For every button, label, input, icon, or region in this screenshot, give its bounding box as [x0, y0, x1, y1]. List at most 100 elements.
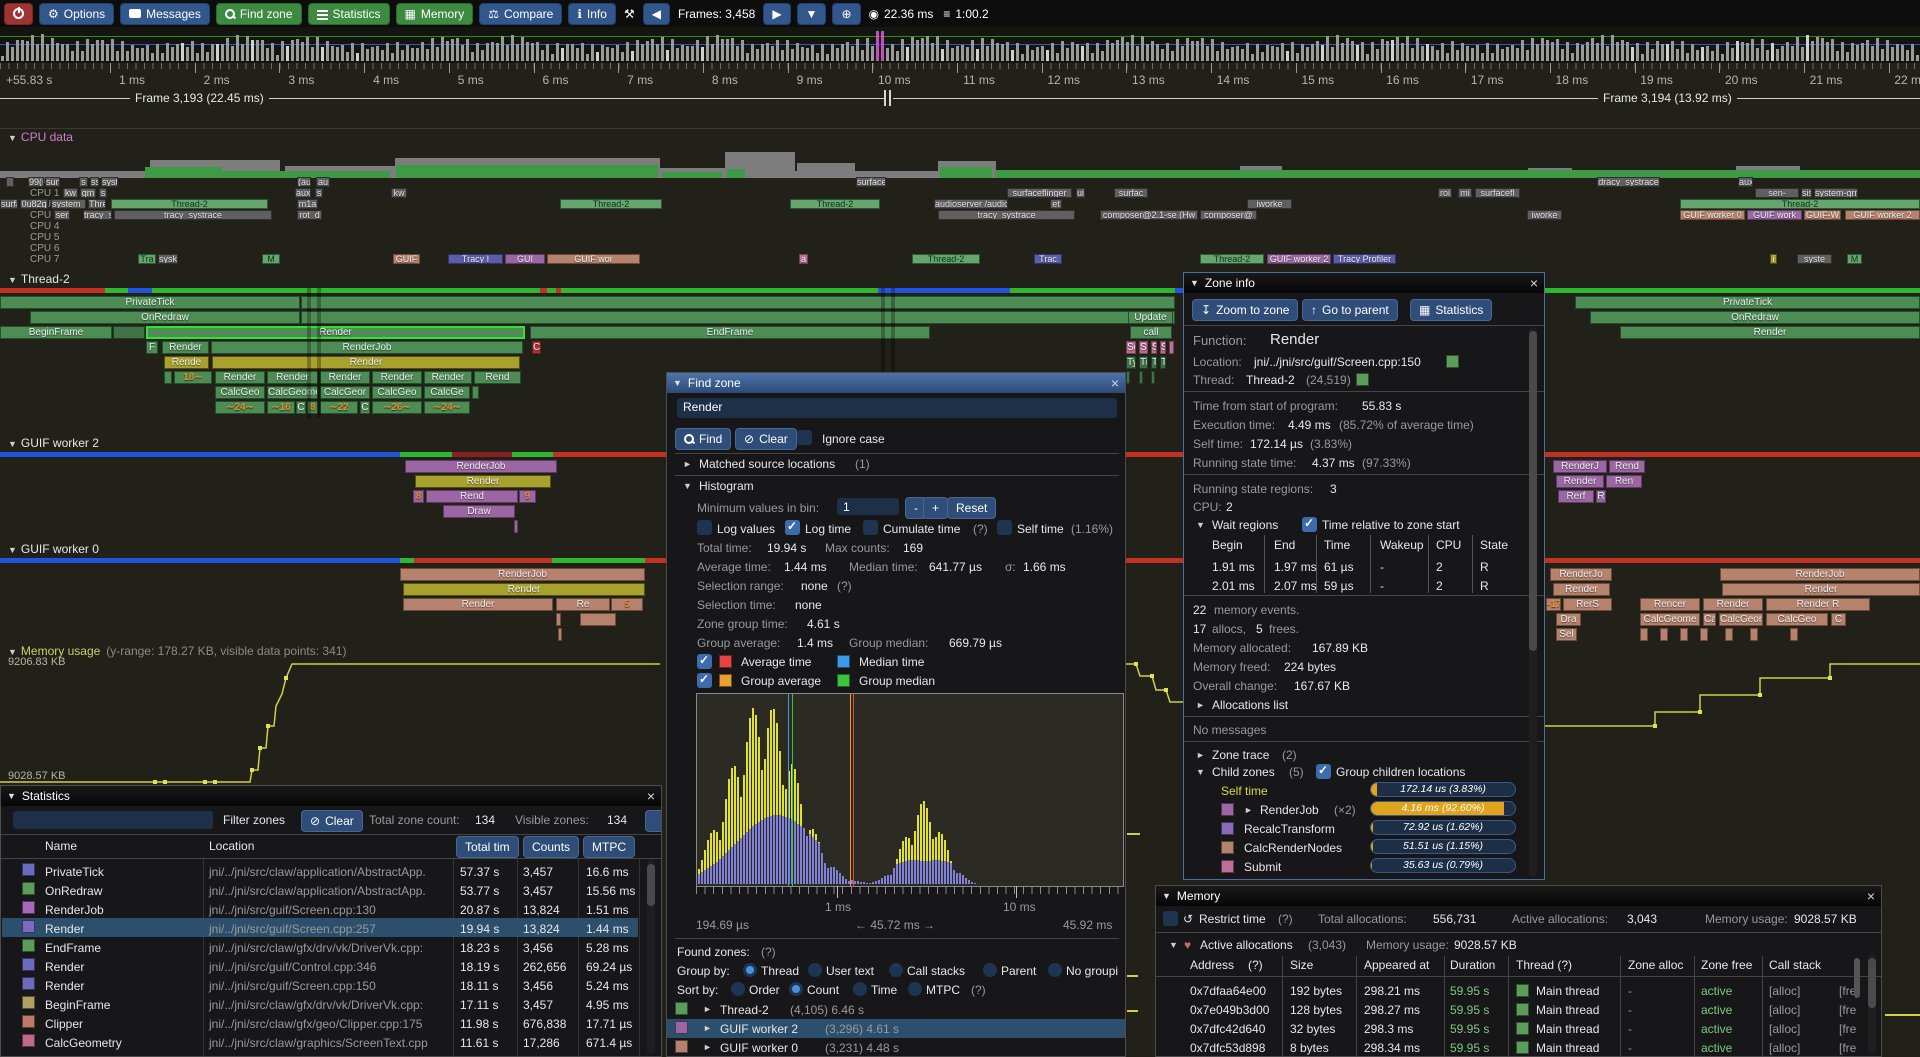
zone-unnamed[interactable] [1660, 628, 1668, 641]
frame-bar[interactable] [1916, 55, 1919, 61]
close-icon[interactable]: × [1110, 375, 1119, 391]
frame-bar[interactable] [166, 42, 169, 61]
zone-R[interactable]: R [1596, 490, 1606, 503]
log-values-checkbox[interactable] [697, 520, 712, 535]
zone-Rencer[interactable]: Rencer [1640, 598, 1700, 611]
frame-bar[interactable] [901, 39, 904, 61]
frame-bar[interactable] [1651, 49, 1654, 61]
group-children-checkbox[interactable] [1316, 763, 1331, 779]
frame-bar[interactable] [1416, 38, 1419, 61]
frame-bar[interactable] [1876, 38, 1879, 61]
zone-Cal[interactable]: Cal [1703, 613, 1716, 626]
statistics-button[interactable]: Statistics [307, 2, 390, 25]
frame-bar[interactable] [1061, 40, 1064, 61]
collapse-triangle-icon[interactable]: ▼ [8, 545, 17, 555]
frame-bar[interactable] [1216, 51, 1219, 61]
frame-bar[interactable] [1736, 41, 1739, 61]
frame-bar[interactable] [526, 41, 529, 61]
zone-Thre[interactable]: Thre [88, 199, 106, 209]
frame-bar[interactable] [1711, 50, 1714, 61]
frame-bar[interactable] [451, 38, 454, 61]
frame-bar[interactable] [426, 49, 429, 61]
frame-bar[interactable] [471, 52, 474, 61]
frame-bar[interactable] [1496, 43, 1499, 61]
frame-bar[interactable] [601, 45, 604, 61]
matched-expand-arrow[interactable]: ► [683, 459, 692, 469]
frame-bar[interactable] [1121, 37, 1124, 61]
frame-bar[interactable] [496, 42, 499, 61]
collapse-triangle-icon[interactable]: ▼ [8, 275, 17, 285]
frame-bar[interactable] [226, 37, 229, 61]
child-zone-time-bar[interactable]: 51.51 us (1.15%) [1370, 839, 1516, 854]
frame-bar[interactable] [311, 46, 314, 61]
group-by-radio-no-groupi[interactable] [1048, 963, 1062, 977]
frame-bar[interactable] [121, 41, 124, 61]
frame-bar[interactable] [571, 43, 574, 61]
frame-bar[interactable] [191, 40, 194, 61]
frame-bar[interactable] [1021, 54, 1024, 61]
frame-bar[interactable] [816, 52, 819, 61]
frame-bar[interactable] [1426, 43, 1429, 61]
zone-unnamed[interactable] [556, 613, 561, 626]
frame-bar[interactable] [991, 39, 994, 61]
clear-filter-button[interactable]: ⊘ Clear [301, 810, 363, 832]
frame-bar[interactable] [21, 39, 24, 61]
zone-gm[interactable]: gm [80, 188, 96, 198]
frame-bar[interactable] [1, 56, 4, 61]
frame-bar[interactable] [306, 36, 309, 61]
statistics-button[interactable]: ▦ Statistics [1410, 299, 1493, 321]
frame-bar[interactable] [666, 49, 669, 61]
time-ruler[interactable]: +55.83 s 1 ms 2 ms 3 ms 4 ms 5 ms 6 ms 7 ms 8 ms… [0, 63, 1920, 90]
zone-Render[interactable]: Render [403, 598, 553, 611]
frame-bar[interactable] [1816, 36, 1819, 61]
frame-bar[interactable] [1706, 46, 1709, 61]
frame-bar[interactable] [61, 44, 64, 61]
frame-bar[interactable] [651, 38, 654, 61]
frame-bar[interactable] [616, 45, 619, 61]
zone-Thread-2[interactable]: Thread-2 [912, 254, 980, 264]
frame-bar[interactable] [321, 47, 324, 61]
time-relative-checkbox[interactable] [1302, 516, 1317, 532]
frame-bar[interactable] [1806, 34, 1809, 61]
frame-bar[interactable] [1326, 36, 1329, 61]
zone-Rend[interactable]: Rend [1609, 460, 1645, 473]
zone-GUIF worker 0[interactable]: GUIF worker 0 [1680, 210, 1745, 220]
frame-bar[interactable] [1176, 38, 1179, 61]
collapse-triangle-icon[interactable]: ▼ [1190, 278, 1199, 288]
zone-CalcGeom[interactable]: CalcGeom [1719, 613, 1763, 626]
close-icon[interactable]: × [1529, 275, 1538, 291]
zone-GUIF-W[interactable]: GUIF-W [1804, 210, 1841, 220]
frame-bar[interactable] [1486, 43, 1489, 61]
frame-bar[interactable] [16, 40, 19, 61]
zone-GUIF[interactable]: GUIF [393, 254, 420, 264]
zone-unnamed[interactable] [514, 520, 518, 533]
zone-GUIF work[interactable]: GUIF work [1747, 210, 1802, 220]
collapse-triangle-icon[interactable]: ▼ [8, 133, 17, 143]
active-alloc-collapse-arrow[interactable]: ▼ [1169, 940, 1178, 950]
zone-RenderJob[interactable]: RenderJob [1720, 568, 1920, 581]
frame-bar[interactable] [386, 42, 389, 61]
frame-bar[interactable] [1461, 43, 1464, 61]
zone-T[interactable]: T [1160, 356, 1166, 369]
frame-bar[interactable] [1006, 42, 1009, 61]
zone-8[interactable]: 8 [307, 401, 318, 414]
zone-C[interactable]: C [360, 401, 370, 414]
frame-bar[interactable] [856, 38, 859, 61]
frame-bar[interactable] [1031, 49, 1034, 61]
power-button[interactable] [4, 2, 33, 25]
thread-expand-arrow[interactable]: ► [703, 1042, 712, 1052]
frame-bar[interactable] [1056, 52, 1059, 61]
frame-bar[interactable] [231, 45, 234, 61]
frame-bar[interactable] [1431, 45, 1434, 61]
frame-bar[interactable] [376, 46, 379, 61]
frame-bar[interactable] [1131, 34, 1134, 61]
zone-Render[interactable]: Render [162, 341, 209, 354]
zone-unnamed[interactable] [472, 386, 479, 399]
frame-bar[interactable] [1351, 40, 1354, 61]
frame-bar[interactable] [886, 48, 889, 61]
zone-Render[interactable]: Render [320, 371, 370, 384]
frame-bar[interactable] [1586, 41, 1589, 61]
zone-unnamed[interactable] [1725, 628, 1733, 641]
frame-bar[interactable] [456, 37, 459, 61]
frame-bar[interactable] [1846, 52, 1849, 61]
